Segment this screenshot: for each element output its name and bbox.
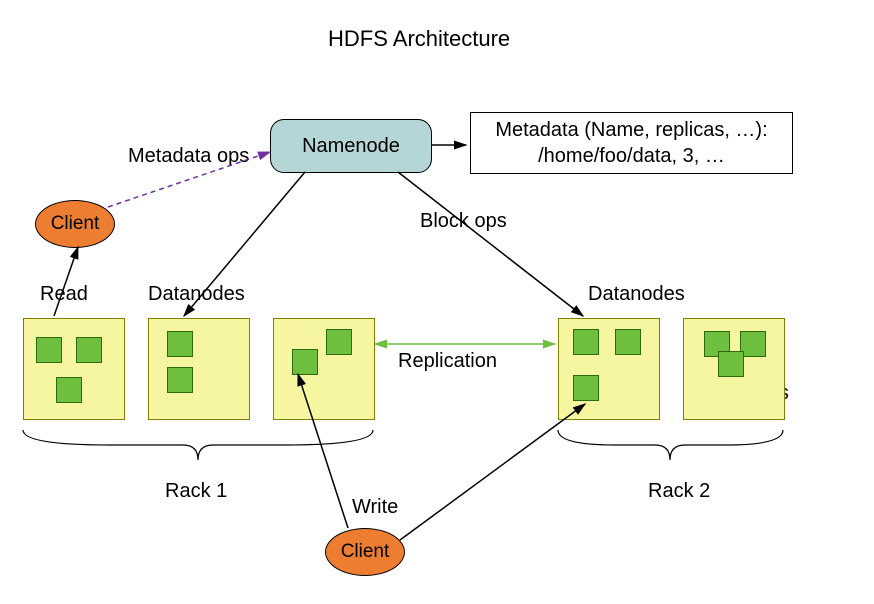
block-icon: [167, 367, 193, 393]
block-icon: [573, 375, 599, 401]
metadata-line2: /home/foo/data, 3, …: [479, 143, 784, 169]
datanode-0: [23, 318, 125, 420]
label-block-ops: Block ops: [420, 210, 507, 233]
namenode-box: Namenode: [270, 119, 432, 173]
label-datanodes2: Datanodes: [588, 283, 685, 306]
brace-rack2: [558, 430, 783, 460]
arrows-overlay: [0, 0, 874, 604]
client-top-label: Client: [51, 213, 100, 235]
block-icon: [36, 337, 62, 363]
client-bottom-label: Client: [341, 541, 390, 563]
label-read: Read: [40, 283, 88, 306]
datanode-1: [148, 318, 250, 420]
block-icon: [615, 329, 641, 355]
arrow-blockops-right: [398, 172, 583, 316]
block-icon: [292, 349, 318, 375]
datanode-2: [273, 318, 375, 420]
brace-rack1: [23, 430, 373, 460]
block-icon: [167, 331, 193, 357]
label-write: Write: [352, 496, 398, 519]
label-datanodes1: Datanodes: [148, 283, 245, 306]
diagram-canvas: HDFS Architecture Namenode Metadata (Nam…: [0, 0, 874, 604]
label-rack2: Rack 2: [648, 480, 710, 503]
label-replication: Replication: [398, 350, 497, 373]
block-icon: [76, 337, 102, 363]
diagram-title: HDFS Architecture: [328, 26, 510, 52]
metadata-line1: Metadata (Name, replicas, …):: [479, 117, 784, 143]
block-icon: [718, 351, 744, 377]
label-metadata-ops: Metadata ops: [128, 145, 249, 168]
namenode-label: Namenode: [302, 135, 400, 158]
block-icon: [573, 329, 599, 355]
datanode-3: [558, 318, 660, 420]
block-icon: [56, 377, 82, 403]
block-icon: [326, 329, 352, 355]
client-top: Client: [35, 200, 115, 248]
metadata-box: Metadata (Name, replicas, …): /home/foo/…: [470, 112, 793, 174]
arrow-write-2: [400, 404, 585, 540]
label-rack1: Rack 1: [165, 480, 227, 503]
client-bottom: Client: [325, 528, 405, 576]
datanode-4: [683, 318, 785, 420]
